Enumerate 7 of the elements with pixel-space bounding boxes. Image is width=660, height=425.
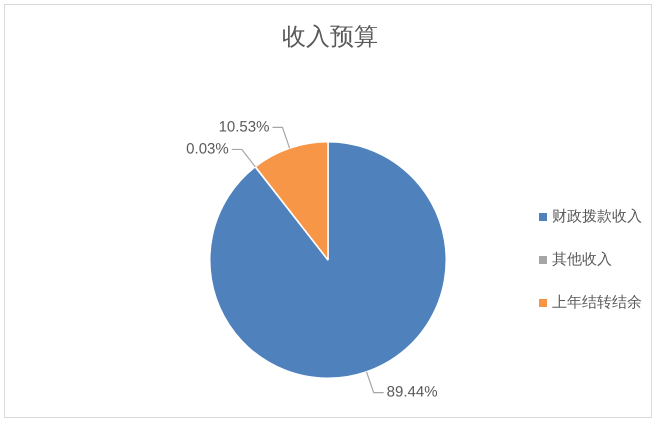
chart-title: 收入预算 [282, 24, 378, 51]
data-label: 89.44% [386, 384, 438, 401]
legend-label: 财政拨款收入 [552, 208, 642, 226]
legend-label: 其他收入 [552, 251, 612, 268]
data-label: 0.03% [186, 140, 229, 158]
legend-label: 上年结转结余 [552, 294, 642, 312]
data-label: 10.53% [218, 118, 270, 136]
